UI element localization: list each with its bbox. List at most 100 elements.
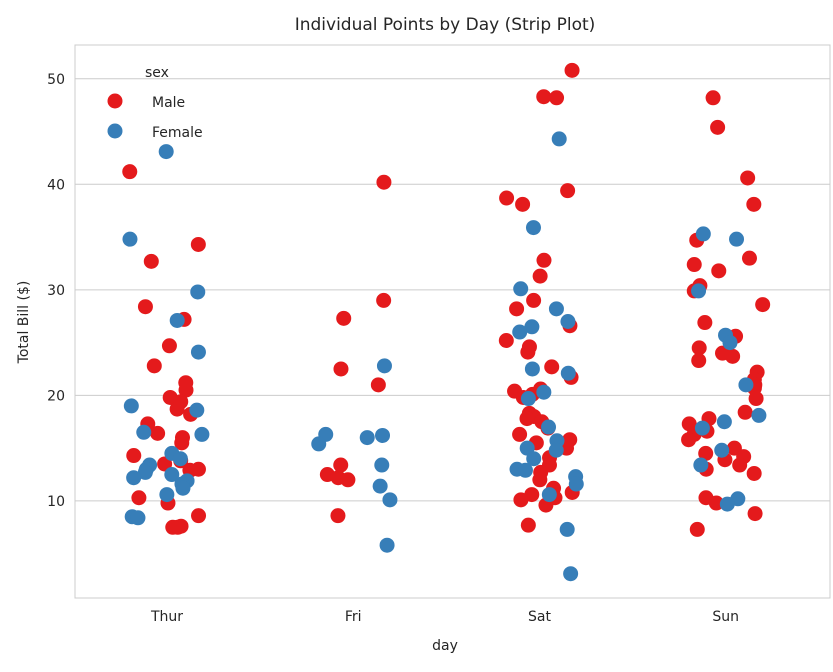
data-point-male	[705, 90, 721, 106]
data-point-male	[544, 359, 560, 375]
data-point-female	[716, 414, 732, 430]
data-point-male	[526, 292, 542, 308]
data-point-male	[549, 90, 565, 106]
data-point-female	[541, 487, 557, 503]
data-point-male	[520, 517, 536, 533]
data-point-female	[159, 487, 175, 503]
data-point-female	[714, 442, 730, 458]
data-point-female	[525, 220, 541, 236]
data-point-female	[524, 361, 540, 377]
data-point-male	[732, 457, 748, 473]
data-point-male	[512, 426, 528, 442]
y-axis-label: Total Bill ($)	[16, 281, 32, 365]
data-point-male	[691, 340, 707, 356]
data-point-female	[311, 436, 327, 452]
data-point-female	[559, 521, 575, 537]
data-point-female	[563, 566, 579, 582]
data-point-male	[708, 495, 724, 511]
data-point-female	[190, 284, 206, 300]
data-point-male	[519, 411, 535, 427]
data-point-male	[191, 508, 207, 524]
data-point-female	[376, 358, 392, 374]
data-point-male	[169, 401, 185, 417]
data-point-female	[137, 464, 153, 480]
data-point-female	[175, 480, 191, 496]
data-point-male	[150, 425, 166, 441]
data-point-male	[532, 472, 548, 488]
data-point-female	[548, 442, 564, 458]
data-point-male	[498, 332, 514, 348]
data-point-female	[172, 451, 188, 467]
data-point-male	[746, 465, 762, 481]
legend-marker-female	[107, 123, 123, 139]
data-point-female	[194, 426, 210, 442]
data-point-male	[747, 506, 763, 522]
data-point-male	[697, 315, 713, 331]
x-tick-label: Thur	[150, 609, 183, 625]
data-point-male	[740, 170, 756, 186]
data-point-female	[136, 424, 152, 440]
data-point-female	[524, 319, 540, 335]
data-point-male	[520, 344, 536, 360]
legend-label-male: Male	[152, 95, 185, 111]
data-point-female	[541, 419, 557, 435]
data-point-female	[691, 283, 707, 299]
data-point-female	[536, 384, 552, 400]
data-point-female	[729, 231, 745, 247]
data-point-male	[499, 190, 515, 206]
data-point-female	[126, 470, 142, 486]
data-point-male	[333, 457, 349, 473]
data-point-male	[532, 268, 548, 284]
data-point-male	[190, 236, 206, 252]
data-point-male	[330, 508, 346, 524]
data-point-male	[686, 257, 702, 273]
data-point-male	[143, 253, 159, 269]
legend-label-female: Female	[152, 125, 203, 141]
data-point-female	[374, 457, 390, 473]
data-point-male	[755, 297, 771, 313]
data-point-female	[169, 312, 185, 328]
data-point-male	[748, 391, 764, 407]
data-point-female	[190, 344, 206, 360]
data-point-female	[751, 407, 767, 423]
chart-title: Individual Points by Day (Strip Plot)	[295, 15, 596, 35]
y-tick-label: 50	[47, 72, 65, 88]
data-point-male	[536, 89, 552, 105]
data-point-female	[520, 391, 536, 407]
data-point-male	[741, 250, 757, 266]
data-point-male	[370, 377, 386, 393]
data-point-female	[694, 420, 710, 436]
x-axis-label: day	[432, 638, 458, 654]
legend-marker-male	[107, 93, 123, 109]
data-point-male	[376, 292, 392, 308]
x-tick-label: Sun	[712, 609, 739, 625]
data-point-female	[375, 427, 391, 443]
data-point-male	[564, 62, 580, 78]
data-point-male	[737, 404, 753, 420]
y-tick-label: 10	[47, 494, 65, 510]
data-point-male	[131, 490, 147, 506]
data-point-male	[681, 432, 697, 448]
data-point-male	[515, 196, 531, 212]
data-point-male	[376, 174, 392, 190]
legend: sex Male Female	[107, 65, 203, 141]
data-point-female	[158, 144, 174, 160]
data-point-male	[165, 519, 181, 535]
data-point-male	[336, 310, 352, 326]
data-point-male	[178, 382, 194, 398]
data-point-male	[560, 183, 576, 199]
data-point-female	[693, 457, 709, 473]
data-point-male	[137, 299, 153, 315]
data-point-male	[122, 164, 138, 180]
data-point-female	[560, 365, 576, 381]
data-point-male	[698, 445, 714, 461]
data-point-female	[568, 476, 584, 492]
data-point-female	[379, 537, 395, 553]
data-point-female	[189, 402, 205, 418]
data-point-male	[126, 448, 142, 464]
x-tick-label: Fri	[345, 609, 362, 625]
data-point-male	[157, 456, 173, 472]
data-point-female	[738, 377, 754, 393]
